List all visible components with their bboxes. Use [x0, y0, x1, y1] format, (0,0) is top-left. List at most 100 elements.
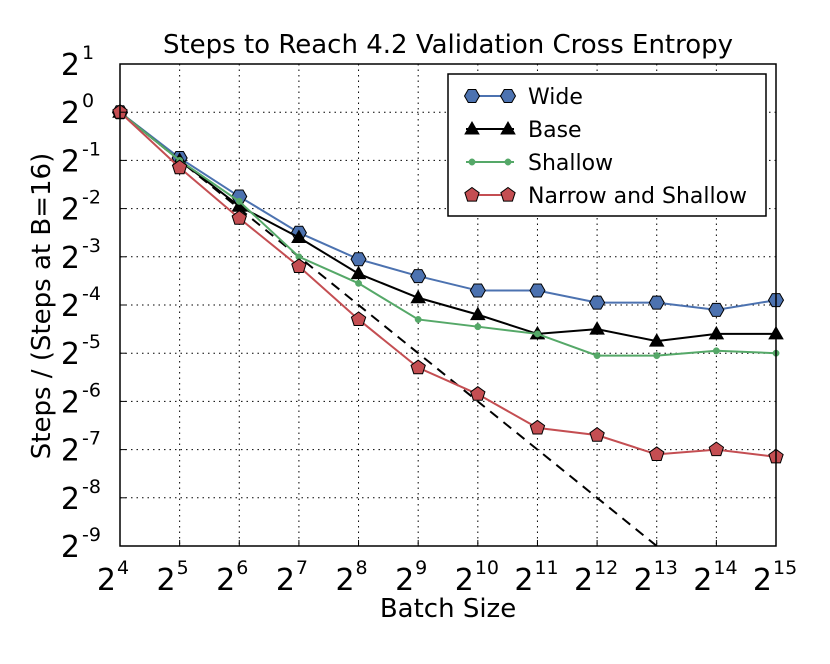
- data-point-base: [470, 306, 486, 321]
- legend-marker: [500, 121, 516, 135]
- y-tick-label-exponent: -7: [82, 428, 101, 450]
- legend-marker: [504, 158, 512, 166]
- y-tick-label-base: 2: [61, 337, 80, 372]
- x-tick-label-exponent: 15: [773, 557, 797, 579]
- y-tick-label-base: 2: [61, 385, 80, 420]
- legend-label: Wide: [528, 85, 583, 110]
- x-tick-label-exponent: 6: [236, 557, 248, 579]
- data-point-shallow: [474, 323, 482, 331]
- y-tick-label-base: 2: [61, 434, 80, 469]
- x-tick-label-exponent: 4: [117, 557, 129, 579]
- data-point-shallow: [534, 330, 541, 338]
- y-tick-label-base: 2: [61, 144, 80, 179]
- legend-marker: [464, 186, 480, 202]
- x-tick-label-exponent: 14: [713, 557, 737, 579]
- x-tick-label-base: 2: [634, 563, 653, 598]
- y-tick-label-base: 2: [61, 530, 80, 565]
- chart-title: Steps to Reach 4.2 Validation Cross Entr…: [163, 30, 733, 60]
- x-tick-label-base: 2: [335, 563, 354, 598]
- x-tick-label-base: 2: [455, 563, 474, 598]
- data-point-shallow: [235, 197, 243, 205]
- x-tick-label-base: 2: [395, 563, 414, 598]
- legend-label: Narrow and Shallow: [528, 184, 747, 209]
- x-tick-label-exponent: 5: [177, 557, 189, 579]
- legend-entry-wide: Wide: [463, 85, 583, 110]
- y-tick-label-exponent: 0: [82, 90, 94, 112]
- grid: [120, 64, 776, 546]
- legend-entry-base: Base: [464, 118, 582, 143]
- x-tick-label-base: 2: [97, 563, 116, 598]
- x-tick-label-exponent: 12: [594, 557, 618, 579]
- data-point-narrow-and-shallow: [410, 359, 426, 375]
- y-tick-label-base: 2: [61, 96, 80, 131]
- data-point-wide: [708, 302, 725, 317]
- legend-label: Shallow: [528, 151, 613, 176]
- legend-entry-narrow-and-shallow: Narrow and Shallow: [464, 184, 747, 209]
- x-axis-label: Batch Size: [380, 594, 516, 624]
- x-tick-label-exponent: 10: [475, 557, 499, 579]
- y-tick-label-base: 2: [61, 482, 80, 517]
- y-tick-label-base: 2: [61, 241, 80, 276]
- data-point-shallow: [593, 352, 601, 360]
- series-line-narrow-and-shallow: [119, 111, 777, 458]
- legend: Wide Base Shallow Narrow and Shallow: [447, 73, 767, 217]
- x-tick-label-exponent: 8: [356, 557, 368, 579]
- legend-marker: [468, 158, 476, 166]
- data-point-wide: [350, 252, 367, 267]
- data-point-narrow-and-shallow: [171, 159, 188, 175]
- x-tick-label-base: 2: [216, 563, 235, 598]
- y-tick-label-exponent: -5: [82, 331, 101, 353]
- data-point-shallow: [414, 316, 422, 323]
- data-point-wide: [529, 283, 546, 298]
- x-tick-label-exponent: 11: [534, 557, 558, 579]
- legend-marker: [499, 89, 517, 103]
- x-tick-label-base: 2: [693, 563, 712, 598]
- data-point-narrow-and-shallow: [708, 441, 725, 457]
- y-tick-label-exponent: -8: [82, 476, 101, 498]
- legend-marker: [464, 121, 480, 135]
- y-tick-label-base: 2: [61, 289, 80, 324]
- x-tick-label-exponent: 7: [296, 557, 308, 579]
- data-point-narrow-and-shallow: [350, 311, 367, 327]
- reference-line-group: [119, 111, 658, 547]
- x-tick-label-exponent: 9: [415, 557, 427, 579]
- data-point-narrow-and-shallow: [649, 446, 665, 461]
- series-group: [111, 104, 785, 464]
- y-axis-label: Steps / (Steps at B=16): [27, 153, 57, 459]
- y-tick-label-exponent: -4: [82, 283, 101, 305]
- x-tick-label-base: 2: [574, 563, 593, 598]
- reference-line: [119, 111, 658, 547]
- data-point-base: [291, 229, 307, 244]
- data-point-narrow-and-shallow: [589, 427, 605, 442]
- y-tick-label-exponent: -3: [82, 235, 101, 257]
- x-tick-label-base: 2: [157, 563, 176, 598]
- series-line-wide: [119, 111, 777, 311]
- y-axis-ticks: 2 12 02 -12 -22 -32 -42 -52 -62 -72 -82 -9: [61, 42, 126, 565]
- legend-entry-shallow: Shallow: [466, 151, 613, 176]
- x-tick-label-base: 2: [753, 563, 772, 598]
- data-point-base: [648, 333, 665, 347]
- data-point-wide: [410, 269, 427, 284]
- y-tick-label-base: 2: [61, 48, 80, 83]
- series-line-shallow: [119, 111, 777, 357]
- data-point-base: [350, 265, 367, 280]
- x-tick-label-exponent: 13: [654, 557, 678, 579]
- data-point-shallow: [653, 352, 661, 360]
- data-point-narrow-and-shallow: [291, 258, 307, 274]
- y-tick-label-base: 2: [61, 193, 80, 228]
- x-axis-ticks: 2 4 2 5 2 6 2 7 2 8 2 9 2 10 2 11 2 12 2 13 2 14 2 15: [97, 540, 797, 598]
- data-point-wide: [648, 295, 665, 310]
- data-point-base: [589, 321, 605, 335]
- legend-marker: [463, 89, 481, 103]
- data-point-wide: [469, 283, 486, 298]
- data-point-narrow-and-shallow: [529, 419, 546, 435]
- y-tick-label-exponent: -1: [82, 138, 101, 160]
- y-tick-label-exponent: -9: [82, 524, 101, 546]
- data-point-shallow: [712, 347, 720, 355]
- series-line-base: [119, 111, 776, 343]
- y-tick-label-exponent: -6: [82, 379, 101, 401]
- data-point-base: [708, 325, 725, 340]
- x-tick-label-base: 2: [514, 563, 533, 598]
- legend-marker: [500, 186, 516, 202]
